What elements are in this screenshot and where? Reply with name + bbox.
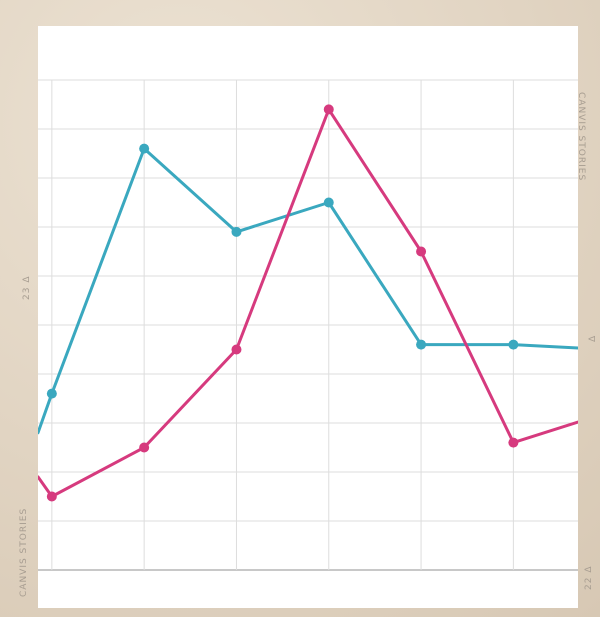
series-2-point-1 <box>139 442 150 453</box>
series-2-point-5 <box>508 437 519 448</box>
series-1-point-5 <box>508 339 519 350</box>
series-1-point-0 <box>46 388 57 399</box>
left-side-label: 23 Δ <box>22 275 32 300</box>
right-side-label: 22 Δ <box>584 565 594 590</box>
series-1-lead-segment <box>38 392 54 435</box>
series-1-point-3 <box>323 197 334 208</box>
series-2-point-2 <box>231 344 242 355</box>
right-side-mark: Δ <box>588 334 598 342</box>
chart-panel <box>38 26 578 608</box>
series-2-point-4 <box>416 246 427 257</box>
right-brand-text: CANVIS STORIES <box>576 92 586 182</box>
series-2-point-3 <box>323 104 334 115</box>
series-1-point-4 <box>416 339 427 350</box>
left-brand-text: CANVIS STORIES <box>19 507 29 597</box>
series-2-point-0 <box>46 491 57 502</box>
series-1-point-1 <box>139 143 150 154</box>
series-1-point-2 <box>231 226 242 237</box>
